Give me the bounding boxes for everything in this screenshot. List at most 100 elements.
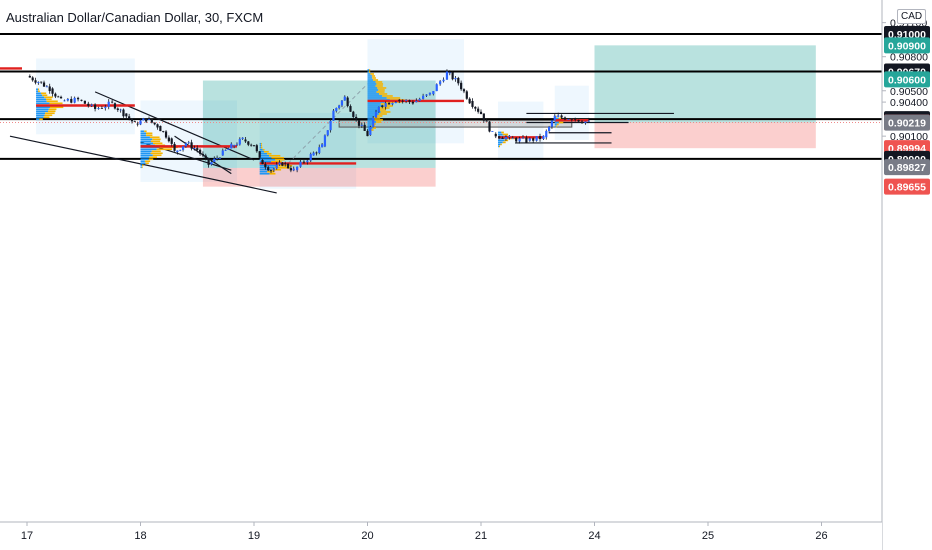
candle-body <box>281 162 284 166</box>
candle-body <box>261 159 264 165</box>
volume-bar-up <box>140 164 143 167</box>
volume-bar-down <box>44 114 53 117</box>
volume-bar-up <box>367 121 377 123</box>
candle-body <box>329 120 332 131</box>
volume-bar-down <box>371 75 376 77</box>
volume-bar-down <box>144 130 147 133</box>
volume-bar-up <box>259 170 268 173</box>
candle-body <box>422 95 425 99</box>
volume-bar-down <box>44 96 53 99</box>
volume-bar-down <box>555 125 557 128</box>
volume-bar-down <box>262 148 265 151</box>
candle-body <box>394 102 397 103</box>
volume-bar-down <box>377 87 387 89</box>
candle-body <box>448 72 451 74</box>
volume-bar-up <box>367 83 377 85</box>
candle-body <box>198 149 202 154</box>
volume-bar-up <box>36 108 49 111</box>
candle-body <box>435 84 438 92</box>
volume-bar-down <box>43 116 50 119</box>
x-tick-label-7: 26 <box>815 530 827 542</box>
candle-body <box>289 168 292 171</box>
volume-bar-up <box>367 123 373 125</box>
volume-bar-down <box>370 129 374 131</box>
candle-body <box>107 101 110 107</box>
volume-bar-up <box>367 71 369 73</box>
candle-body <box>147 118 151 120</box>
candle-body <box>216 158 219 159</box>
volume-bar-down <box>148 158 154 161</box>
volume-bar-up <box>36 114 45 117</box>
volume-bar-down <box>275 158 285 161</box>
volume-bar-down <box>49 102 63 105</box>
candle-body <box>292 168 295 171</box>
candle-body <box>352 111 355 117</box>
volume-bar-up <box>367 129 371 131</box>
volume-bar-down <box>556 123 559 126</box>
candle-body <box>252 145 256 147</box>
candle-body <box>207 158 210 165</box>
candle-body <box>574 117 577 120</box>
volume-bar-down <box>378 109 386 111</box>
volume-bar-up <box>259 146 261 149</box>
candle-body <box>557 115 560 117</box>
currency-label[interactable]: CAD <box>897 9 927 24</box>
volume-bar-up <box>367 103 381 105</box>
volume-bar-up <box>140 130 145 133</box>
y-tick-label-6: 0.90500 <box>890 86 928 98</box>
candle-body <box>90 104 93 106</box>
candle-body <box>511 137 514 139</box>
volume-bar-down <box>373 79 379 81</box>
volume-bar-down <box>263 150 269 153</box>
candle-body <box>391 102 394 105</box>
candle-body <box>296 166 299 171</box>
candle-body <box>485 120 488 122</box>
volume-bar-down <box>368 71 371 73</box>
volume-bar-up <box>367 95 383 97</box>
volume-bar-up <box>498 133 503 136</box>
candle-body <box>471 100 474 107</box>
volume-bar-up <box>259 150 264 153</box>
volume-bar-down <box>555 115 557 118</box>
volume-bar-up <box>140 154 153 157</box>
volume-bar-up <box>140 136 150 139</box>
candle-body <box>40 81 43 83</box>
candle-body <box>428 92 432 95</box>
candle-body <box>567 119 570 121</box>
price-label-bg-3 <box>884 71 930 88</box>
volume-bar-up <box>140 148 157 151</box>
volume-bar-up <box>367 77 373 79</box>
candle-body <box>267 167 270 171</box>
candle-body <box>97 108 100 109</box>
candle-body <box>326 130 329 136</box>
volume-bar-up <box>367 69 370 71</box>
x-tick-label-4: 21 <box>475 530 487 542</box>
candle-body <box>255 145 258 152</box>
candle-body <box>57 96 60 98</box>
candle-body <box>309 154 312 161</box>
candle-body <box>224 149 227 151</box>
candle-body <box>542 135 545 140</box>
candle-body <box>173 143 176 151</box>
candle-body <box>340 100 344 106</box>
candle-body <box>387 103 391 105</box>
volume-bar-up <box>259 164 276 167</box>
volume-bar-up <box>259 148 263 151</box>
volume-bar-down <box>153 142 163 145</box>
candle-body <box>34 80 37 83</box>
candle-body <box>357 120 361 126</box>
volume-bar-up <box>367 113 379 115</box>
volume-bar-down <box>271 168 282 171</box>
candle-body <box>532 138 535 141</box>
candle-body <box>318 147 321 153</box>
volume-bar-down <box>260 146 263 149</box>
candle-body <box>515 137 518 142</box>
x-tick-label-1: 18 <box>134 530 146 542</box>
volume-bar-down <box>271 160 282 163</box>
volume-bar-up <box>259 172 270 175</box>
candle-body <box>162 131 165 132</box>
volume-bar-down <box>142 164 144 167</box>
volume-bar-up <box>498 145 499 148</box>
